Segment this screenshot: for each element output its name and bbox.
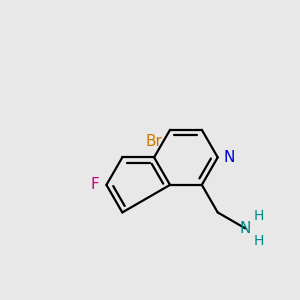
Text: H: H [254, 234, 264, 248]
Text: F: F [90, 177, 99, 192]
Text: H: H [254, 209, 264, 223]
Text: N: N [240, 221, 251, 236]
Text: N: N [224, 150, 235, 165]
Text: Br: Br [146, 134, 163, 148]
